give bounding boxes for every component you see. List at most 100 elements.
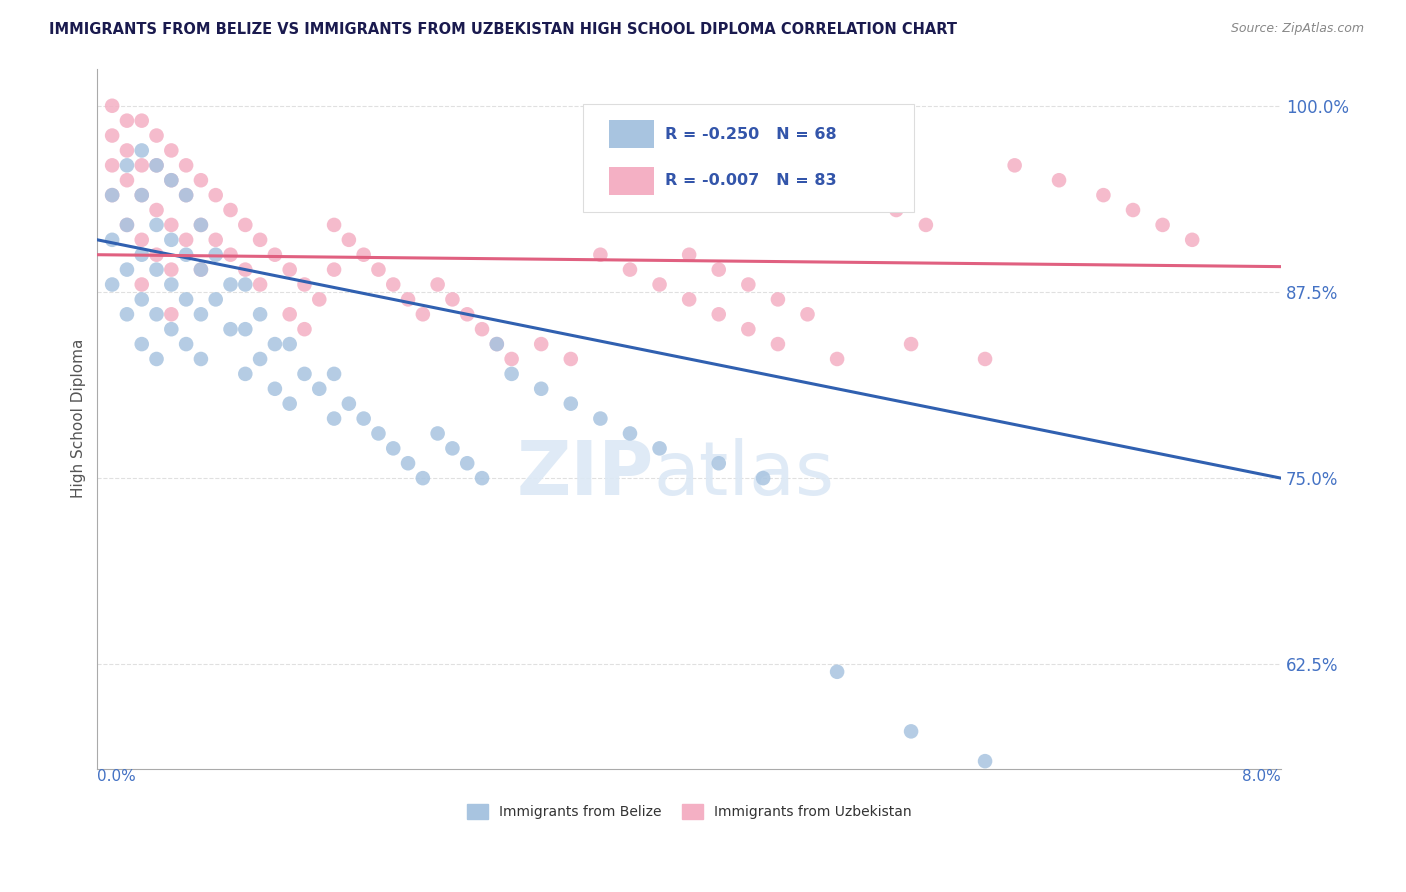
Point: [101, 99, 124, 113]
Point: [160, 144, 183, 158]
Point: [101, 188, 124, 202]
Point: [1004, 158, 1026, 172]
Point: [145, 158, 167, 172]
Point: [264, 382, 287, 396]
Point: [249, 351, 271, 366]
Point: [382, 442, 405, 456]
Point: [900, 724, 922, 739]
Point: [737, 322, 759, 336]
Point: [190, 262, 212, 277]
Point: [426, 426, 449, 441]
Point: [204, 188, 226, 202]
Point: [174, 188, 197, 202]
Point: [219, 202, 242, 217]
Point: [825, 665, 848, 679]
Point: [323, 367, 346, 381]
Point: [249, 233, 271, 247]
Point: [204, 233, 226, 247]
Point: [160, 262, 183, 277]
Point: [707, 262, 730, 277]
Point: [974, 754, 997, 768]
Legend: Immigrants from Belize, Immigrants from Uzbekistan: Immigrants from Belize, Immigrants from …: [461, 798, 917, 825]
Point: [337, 397, 360, 411]
Text: atlas: atlas: [654, 438, 835, 511]
Point: [278, 337, 301, 351]
Point: [131, 144, 153, 158]
Point: [131, 293, 153, 307]
Point: [249, 307, 271, 321]
Point: [825, 351, 848, 366]
Point: [131, 248, 153, 262]
Point: [174, 158, 197, 172]
Point: [264, 248, 287, 262]
Point: [131, 113, 153, 128]
Point: [145, 128, 167, 143]
Point: [233, 322, 256, 336]
Point: [707, 456, 730, 470]
Point: [323, 262, 346, 277]
Point: [160, 218, 183, 232]
Point: [219, 248, 242, 262]
Point: [131, 188, 153, 202]
Point: [160, 277, 183, 292]
Point: [294, 367, 316, 381]
Text: 0.0%: 0.0%: [97, 769, 136, 783]
Point: [160, 173, 183, 187]
Point: [426, 277, 449, 292]
Point: [160, 322, 183, 336]
Point: [337, 233, 360, 247]
Point: [1152, 218, 1174, 232]
Point: [1122, 202, 1144, 217]
Point: [160, 173, 183, 187]
Point: [1047, 173, 1070, 187]
Text: R = -0.250   N = 68: R = -0.250 N = 68: [665, 127, 837, 142]
Point: [619, 262, 641, 277]
Point: [678, 248, 700, 262]
Point: [249, 277, 271, 292]
Point: [441, 442, 464, 456]
Point: [485, 337, 508, 351]
Text: Source: ZipAtlas.com: Source: ZipAtlas.com: [1230, 22, 1364, 36]
Point: [190, 307, 212, 321]
Point: [396, 456, 419, 470]
Point: [294, 322, 316, 336]
Point: [233, 367, 256, 381]
Point: [278, 262, 301, 277]
Point: [190, 218, 212, 232]
Point: [115, 262, 138, 277]
Point: [308, 293, 330, 307]
Point: [441, 293, 464, 307]
Point: [530, 382, 553, 396]
Point: [396, 293, 419, 307]
Point: [190, 173, 212, 187]
Point: [174, 248, 197, 262]
Point: [737, 277, 759, 292]
Point: [766, 337, 789, 351]
Point: [471, 322, 494, 336]
Point: [974, 351, 997, 366]
Text: ZIP: ZIP: [516, 438, 654, 511]
Point: [501, 351, 523, 366]
Point: [796, 307, 818, 321]
Point: [131, 233, 153, 247]
Point: [485, 337, 508, 351]
Point: [131, 188, 153, 202]
Point: [501, 367, 523, 381]
Point: [145, 307, 167, 321]
Point: [589, 411, 612, 425]
Point: [278, 307, 301, 321]
Point: [101, 233, 124, 247]
Point: [323, 218, 346, 232]
Point: [190, 218, 212, 232]
Point: [233, 262, 256, 277]
FancyBboxPatch shape: [609, 120, 654, 148]
Point: [115, 173, 138, 187]
Point: [101, 158, 124, 172]
Point: [115, 158, 138, 172]
Point: [145, 158, 167, 172]
Point: [884, 202, 907, 217]
Point: [353, 411, 375, 425]
Point: [174, 293, 197, 307]
Point: [204, 293, 226, 307]
Point: [145, 248, 167, 262]
